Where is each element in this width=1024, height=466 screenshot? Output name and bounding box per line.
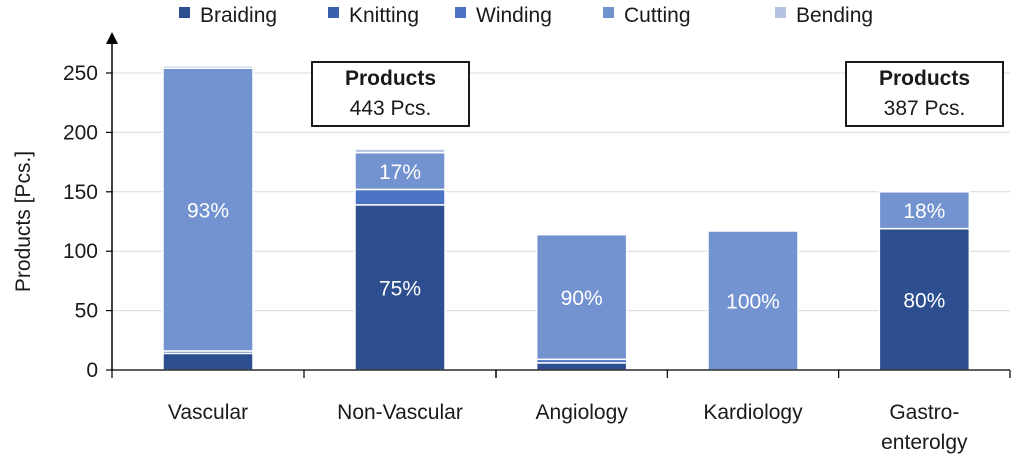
- data-label-vascular-cutting: 93%: [187, 200, 229, 223]
- legend-label-braiding: Braiding: [200, 4, 277, 27]
- y-axis-title: Products [Pcs.]: [12, 151, 35, 292]
- bar-angiology-cutting: [535, 233, 628, 361]
- total-box-value: 387 Pcs.: [884, 97, 966, 120]
- total-box-panel-2: Products 387 Pcs.: [845, 61, 1004, 127]
- legend-label-bending: Bending: [796, 4, 873, 27]
- y-tick-label-150: 150: [63, 181, 98, 204]
- gridlines: [112, 72, 1010, 312]
- legend-swatch-knitting: [328, 7, 339, 18]
- bar-non-vascular-bending: [354, 148, 446, 154]
- data-label-gastro-enterolgy-braiding: 80%: [903, 289, 945, 312]
- category-label-vascular: Vascular: [168, 401, 248, 424]
- total-box-panel-1: Products 443 Pcs.: [311, 61, 470, 127]
- total-box-frame: [845, 61, 1004, 127]
- bar-non-vascular-braiding: [354, 204, 446, 371]
- legend-label-knitting: Knitting: [349, 4, 419, 27]
- category-label-gastro-enterolgy-line-2: enterolgy: [881, 431, 968, 454]
- total-box-title: Products: [879, 67, 970, 90]
- legend-label-winding: Winding: [476, 4, 552, 27]
- data-label-non-vascular-braiding: 75%: [379, 277, 421, 300]
- category-label-gastro-enterolgy-line-1: Gastro-: [889, 401, 959, 424]
- total-box-title: Products: [345, 67, 436, 90]
- y-tick-label-250: 250: [63, 62, 98, 85]
- data-label-angiology-cutting: 90%: [561, 287, 603, 310]
- legend-swatch-cutting: [603, 7, 614, 18]
- legend: Braiding Knitting Winding Cutting Bending: [179, 4, 873, 27]
- bar-kardiology-cutting: [707, 230, 799, 371]
- category-label-angiology: Angiology: [536, 401, 629, 424]
- bar-non-vascular-cutting: [354, 151, 446, 191]
- legend-swatch-bending: [775, 7, 786, 18]
- y-tick-label-0: 0: [86, 359, 98, 382]
- category-label-kardiology: Kardiology: [703, 401, 803, 424]
- legend-label-cutting: Cutting: [624, 4, 691, 27]
- data-label-non-vascular-cutting: 17%: [379, 161, 421, 184]
- data-label-kardiology-cutting: 100%: [726, 291, 780, 314]
- legend-swatch-braiding: [179, 7, 190, 18]
- legend-swatch-winding: [455, 7, 466, 18]
- bars: [162, 65, 971, 371]
- y-axis-arrow-icon: [106, 32, 118, 44]
- bar-vascular-bending: [162, 65, 254, 69]
- bar-vascular-braiding: [162, 352, 254, 371]
- y-tick-label-100: 100: [63, 240, 98, 263]
- data-label-gastro-enterolgy-cutting: 18%: [903, 200, 945, 223]
- bar-non-vascular-winding: [354, 188, 446, 206]
- bar-angiology-braiding: [535, 362, 628, 371]
- labels: 93% Vascular 75% 17% Non-Vascular Products 443…: [168, 61, 1004, 454]
- y-tick-label-50: 50: [75, 300, 98, 323]
- category-label-non-vascular: Non-Vascular: [337, 401, 463, 424]
- bar-gastro-enterolgy-cutting: [878, 191, 971, 230]
- axes: 0 50 100 150 200 250 Products [Pcs.]: [12, 32, 1011, 382]
- total-box-value: 443 Pcs.: [350, 97, 432, 120]
- total-box-frame: [311, 61, 470, 127]
- bar-angiology-bending: [535, 232, 628, 236]
- y-tick-label-200: 200: [63, 121, 98, 144]
